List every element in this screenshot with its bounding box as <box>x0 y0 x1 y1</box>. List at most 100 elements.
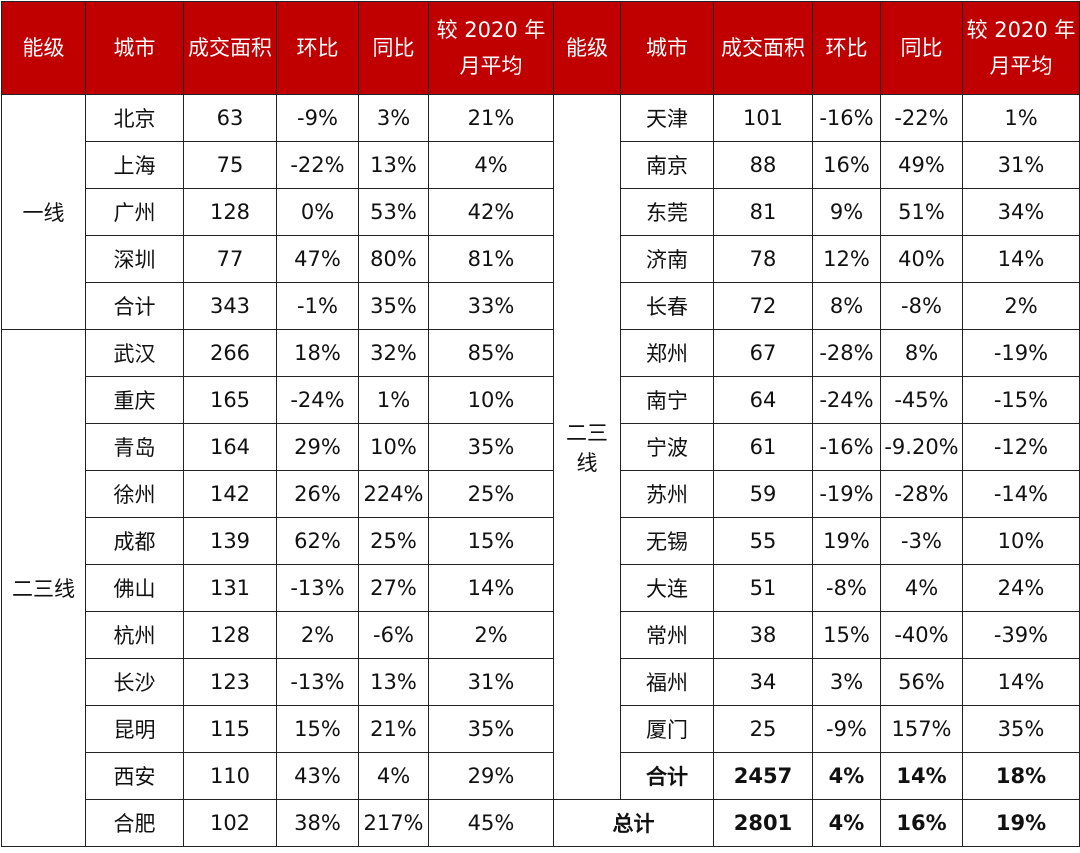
cell: 217% <box>358 799 429 847</box>
cell: 福州 <box>620 658 714 706</box>
tier-cell: 一线 <box>1 94 86 330</box>
cell: -45% <box>880 376 963 424</box>
cell: 19% <box>812 517 881 565</box>
cell: 53% <box>358 188 429 236</box>
cell: 139 <box>183 517 277 565</box>
cell: 郑州 <box>620 329 714 377</box>
cell: 34 <box>713 658 813 706</box>
cell: 101 <box>713 94 813 142</box>
cell: 10% <box>428 376 554 424</box>
cell: 杭州 <box>85 611 184 659</box>
cell: -19% <box>812 470 881 518</box>
cell: -13% <box>276 658 359 706</box>
cell: 62% <box>276 517 359 565</box>
cell: 1% <box>358 376 429 424</box>
header-cell: 能级 <box>1 1 86 95</box>
table-row: 长沙 123 -13% 13% 31% 福州 34 3% 56% 14% <box>2 658 1080 706</box>
cell: 10% <box>358 423 429 471</box>
cell: -22% <box>880 94 963 142</box>
cell: 55 <box>713 517 813 565</box>
cell: 合计 <box>85 282 184 330</box>
cell: 合肥 <box>85 799 184 847</box>
cell: 青岛 <box>85 423 184 471</box>
cell: -40% <box>880 611 963 659</box>
table-row: 西安 110 43% 4% 29% 合计 2457 4% 14% 18% <box>2 752 1080 800</box>
cell: 42% <box>428 188 554 236</box>
cell: -9.20% <box>880 423 963 471</box>
cell: 56% <box>880 658 963 706</box>
cell: 21% <box>358 705 429 753</box>
cell: 67 <box>713 329 813 377</box>
cell: 25% <box>358 517 429 565</box>
table-row: 杭州 128 2% -6% 2% 常州 38 15% -40% -39% <box>2 611 1080 659</box>
cell: 40% <box>880 235 963 283</box>
cell: 78 <box>713 235 813 283</box>
cell: 2% <box>428 611 554 659</box>
cell: 昆明 <box>85 705 184 753</box>
header-cell: 城市 <box>85 1 184 95</box>
cell: 14% <box>962 235 1080 283</box>
cell: 4% <box>428 141 554 189</box>
cell: -6% <box>358 611 429 659</box>
header-row: 能级 城市 成交面积 环比 同比较 2020 年月平均 能级 城市 成交面积 环比 同比较 202… <box>1 1 1080 95</box>
cell: -39% <box>962 611 1080 659</box>
cell: 3% <box>358 94 429 142</box>
subtotal-cell: 4% <box>812 752 881 800</box>
cell: 15% <box>428 517 554 565</box>
cell: 10% <box>962 517 1080 565</box>
cell: 110 <box>183 752 277 800</box>
cell: 25% <box>428 470 554 518</box>
cell: 常州 <box>620 611 714 659</box>
cell: 长沙 <box>85 658 184 706</box>
cell: 115 <box>183 705 277 753</box>
cell: -24% <box>276 376 359 424</box>
cell: 东莞 <box>620 188 714 236</box>
cell: 102 <box>183 799 277 847</box>
cell: 29% <box>428 752 554 800</box>
cell: 81 <box>713 188 813 236</box>
header-cell: 城市 <box>620 1 714 95</box>
cell: 9% <box>812 188 881 236</box>
total-cell: 总计 <box>553 799 714 847</box>
cell: 32% <box>358 329 429 377</box>
cell: -15% <box>962 376 1080 424</box>
cell: -28% <box>880 470 963 518</box>
table-row: 佛山 131 -13% 27% 14% 大连 51 -8% 4% 24% <box>2 564 1080 612</box>
cell: -24% <box>812 376 881 424</box>
cell: 宁波 <box>620 423 714 471</box>
cell: 35% <box>428 705 554 753</box>
cell: 38 <box>713 611 813 659</box>
cell: -22% <box>276 141 359 189</box>
cell: 长春 <box>620 282 714 330</box>
cell: -8% <box>880 282 963 330</box>
cell: 59 <box>713 470 813 518</box>
cell: 64 <box>713 376 813 424</box>
header-cell: 能级 <box>553 1 621 95</box>
total-cell: 2801 <box>713 799 813 847</box>
cell: 18% <box>276 329 359 377</box>
cell: 45% <box>428 799 554 847</box>
cell: 80% <box>358 235 429 283</box>
cell: 深圳 <box>85 235 184 283</box>
cell: 35% <box>428 423 554 471</box>
cell: -16% <box>812 423 881 471</box>
cell: 4% <box>358 752 429 800</box>
cell: 佛山 <box>85 564 184 612</box>
cell: 27% <box>358 564 429 612</box>
cell: -9% <box>812 705 881 753</box>
cell: 38% <box>276 799 359 847</box>
cell: -8% <box>812 564 881 612</box>
table-row: 广州 128 0% 53% 42% 东莞 81 9% 51% 34% <box>2 188 1080 236</box>
tier-cell: 二三线 <box>553 94 621 800</box>
cell: 47% <box>276 235 359 283</box>
cell: 厦门 <box>620 705 714 753</box>
header-cell: 成交面积 <box>713 1 813 95</box>
cell: 88 <box>713 141 813 189</box>
total-cell: 4% <box>812 799 881 847</box>
cell: -1% <box>276 282 359 330</box>
cell: 51 <box>713 564 813 612</box>
cell: 266 <box>183 329 277 377</box>
cell: 164 <box>183 423 277 471</box>
cell: 123 <box>183 658 277 706</box>
